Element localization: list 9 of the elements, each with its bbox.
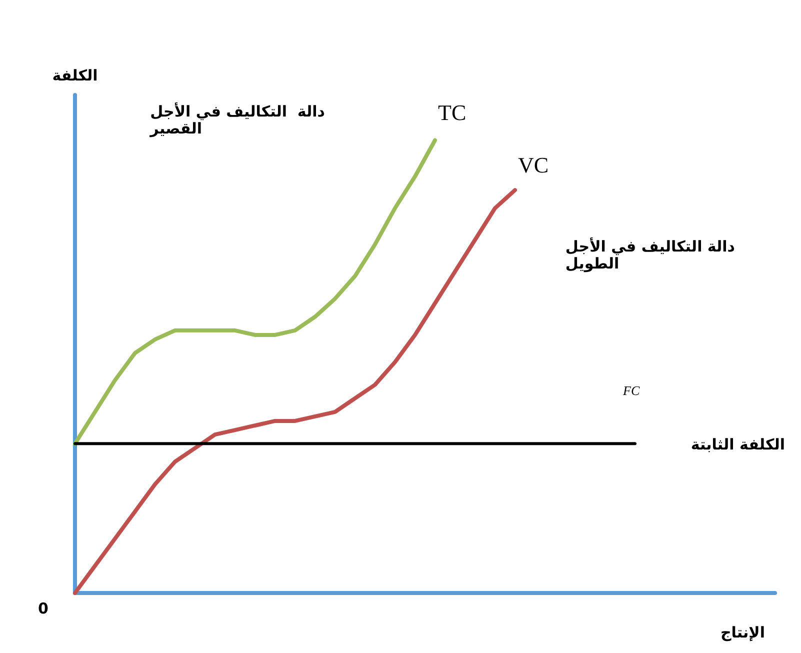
- y-axis-title: الكلفة: [52, 66, 98, 84]
- text: 0: [38, 600, 48, 618]
- annotation: الكلفة الثابتة: [690, 436, 786, 454]
- series-label: TC: [438, 100, 466, 125]
- series-label: VC: [518, 152, 549, 178]
- x-axis-title: الإنتاج: [720, 624, 765, 642]
- text: دالة التكاليف في الأجل القصير: [149, 102, 326, 138]
- text: FC: [622, 383, 640, 398]
- annotation: دالة التكاليف في الأجل الطويل: [565, 236, 736, 272]
